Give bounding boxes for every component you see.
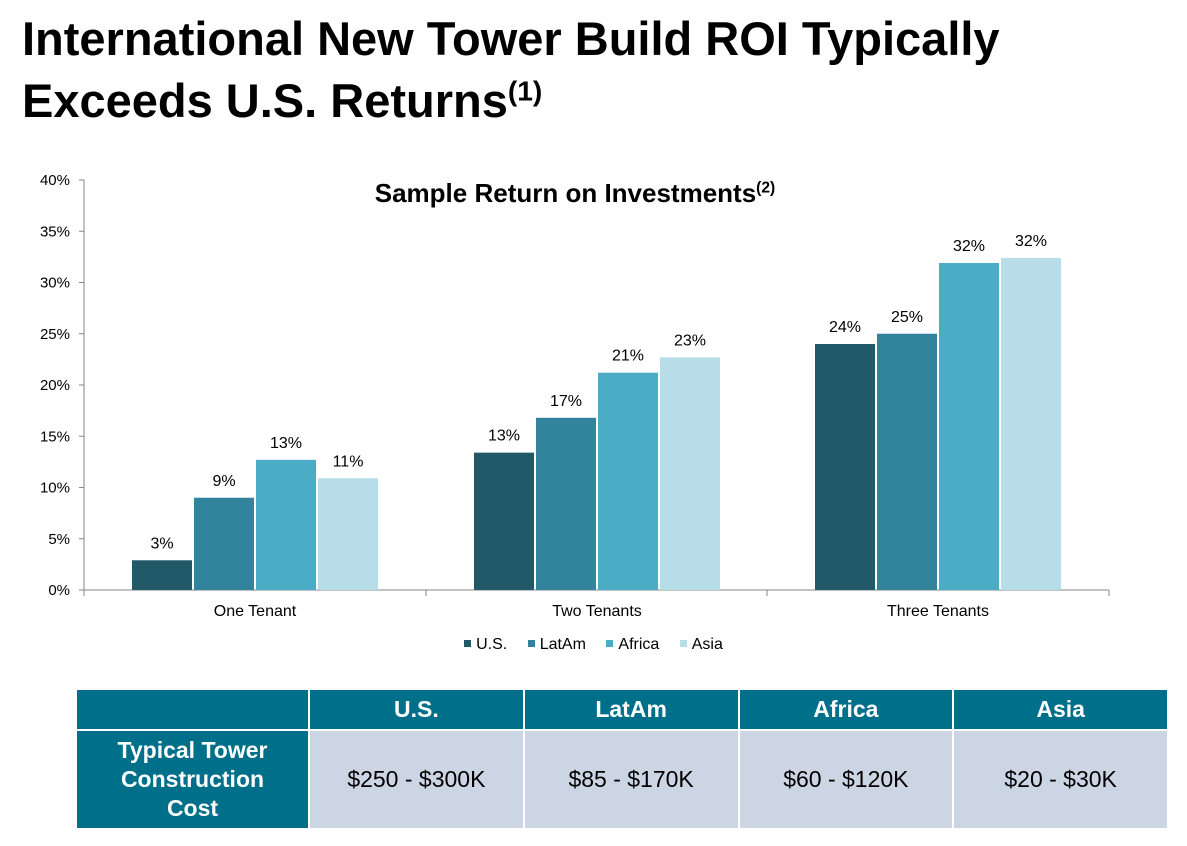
table-cell-asia: $20 - $30K [952,729,1169,830]
table-cell-us: $250 - $300K [308,729,525,830]
legend-label-us: U.S. [476,636,508,653]
bar-africa-0 [256,459,316,590]
legend-item-africa: Africa [606,636,659,654]
data-label: 21% [612,348,644,365]
bar-latam-0 [194,497,254,590]
bar-us-1 [474,452,534,590]
chart-title-text: Sample Return on Investments [374,178,757,208]
table-header-row: U.S. LatAm Africa Asia [75,688,1169,731]
chart-bars [132,257,1061,590]
x-tick-label: Two Tenants [552,603,642,620]
table-row: Typical Tower Construction Cost $250 - $… [75,729,1169,830]
data-label: 24% [829,319,861,336]
x-tick-label: Three Tenants [887,603,989,620]
page-title-text: International New Tower Build ROI Typica… [22,12,1000,127]
bar-us-2 [815,344,875,590]
bar-asia-0 [318,478,378,590]
data-label: 3% [150,535,173,552]
legend-swatch-asia [679,640,687,648]
chart-axes: 0% 5% 10% 15% 20% 25% 30% 35% 40% One Tenant Two T… [40,172,1110,620]
data-label: 17% [550,393,582,410]
page-title: International New Tower Build ROI Typica… [22,8,1172,132]
row-header-line-2: Construction [120,766,265,792]
y-tick-label: 40% [40,172,70,189]
legend-label-latam: LatAm [539,636,586,653]
table-cell-latam: $85 - $170K [522,729,740,830]
legend-swatch-us [464,640,472,648]
data-label: 32% [1015,233,1047,250]
x-tick-label: One Tenant [214,603,297,620]
y-tick-label: 25% [40,326,70,343]
table-header-asia: Asia [952,688,1169,731]
y-tick-label: 30% [40,275,70,292]
legend-item-us: U.S. [464,636,507,654]
chart-data-labels: 3% 9% 13% 11% 13% 17% 21% 23% 24% 25% 32% 32% [150,233,1047,552]
table-row-header: Typical Tower Construction Cost [75,729,310,830]
bar-africa-2 [939,263,999,590]
y-tick-label: 15% [40,428,70,445]
bar-asia-1 [660,357,720,590]
legend-item-latam: LatAm [527,636,586,654]
bar-africa-1 [598,372,658,590]
bar-latam-2 [877,333,937,590]
bar-latam-1 [536,417,596,590]
data-label: 25% [891,309,923,326]
table-cell-africa: $60 - $120K [737,729,955,830]
data-label: 13% [270,435,302,452]
y-tick-label: 10% [40,480,70,497]
legend-swatch-africa [606,640,614,648]
data-label: 32% [953,238,985,255]
legend-label-asia: Asia [691,636,723,653]
y-tick-label: 35% [40,223,70,240]
table-header-us: U.S. [308,688,525,731]
data-label: 11% [333,453,364,470]
y-tick-label: 5% [48,531,70,548]
legend-label-africa: Africa [618,636,660,653]
legend-swatch-latam [527,640,535,648]
row-header-line-3: Cost [166,795,219,821]
chart-title-footnote: (2) [756,179,776,197]
chart-title: Sample Return on Investments(2) [250,176,900,210]
data-label: 9% [212,473,235,490]
y-tick-label: 20% [40,377,70,394]
page-title-footnote: (1) [507,74,543,107]
table-header-africa: Africa [737,688,955,731]
construction-cost-table: U.S. LatAm Africa Asia Typical Tower Con… [75,688,1169,830]
table-header-latam: LatAm [522,688,740,731]
table-header-empty [75,688,310,731]
roi-bar-chart: 0% 5% 10% 15% 20% 25% 30% 35% 40% One Tenant Two T… [40,172,1110,620]
data-label: 13% [488,428,520,445]
chart-legend: U.S. LatAm Africa Asia [0,636,1187,654]
y-tick-label: 0% [48,582,70,599]
legend-item-asia: Asia [679,636,723,654]
row-header-line-1: Typical Tower [117,737,268,763]
bar-us-0 [132,560,192,590]
data-label: 23% [674,332,706,349]
bar-asia-2 [1001,257,1061,590]
